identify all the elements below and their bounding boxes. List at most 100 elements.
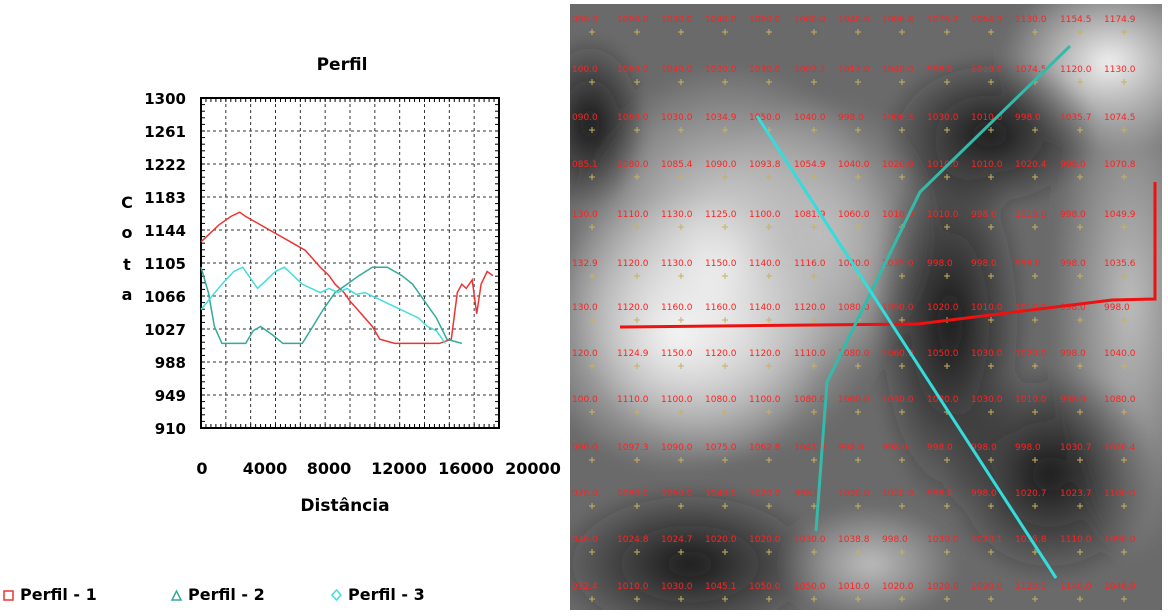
elevation-value: 998.0 — [838, 443, 864, 453]
elevation-value: 1130.0 — [1015, 15, 1047, 25]
grid-cross — [811, 174, 817, 180]
grid-cross — [1032, 127, 1038, 133]
elevation-value: 1090.0 — [705, 160, 737, 170]
grid-cross — [678, 409, 684, 415]
elevation-value: 1130.0 — [661, 210, 693, 220]
grid-cross — [678, 596, 684, 602]
elevation-value: 1090.0 — [971, 582, 1003, 592]
grid-cross — [855, 79, 861, 85]
grid-cross — [1077, 317, 1083, 323]
grid-cross — [1077, 79, 1083, 85]
elevation-value: 090.0 — [572, 443, 598, 453]
x-tick-label: 12000 — [371, 459, 427, 478]
grid-cross — [589, 596, 595, 602]
grid-cross — [634, 174, 640, 180]
grid-cross — [899, 317, 905, 323]
grid-cross — [634, 409, 640, 415]
elevation-value: 998.0 — [1060, 259, 1086, 269]
grid-cross — [1032, 596, 1038, 602]
grid-cross — [944, 596, 950, 602]
x-tick-label: 0 — [196, 459, 207, 478]
grid-cross — [1121, 503, 1127, 509]
elevation-value: 1020.0 — [927, 303, 959, 313]
grid-cross — [589, 549, 595, 555]
grid-cross — [722, 174, 728, 180]
elevation-value: 1017.0 — [838, 65, 870, 75]
elevation-value: 1064.3 — [971, 15, 1003, 25]
elevation-value: 1041.0 — [794, 443, 826, 453]
elevation-value: 1130.0 — [661, 259, 693, 269]
grid-cross — [1032, 29, 1038, 35]
elevation-value: 1020.0 — [882, 160, 914, 170]
grid-cross — [634, 127, 640, 133]
grid-cross — [766, 29, 772, 35]
elevation-value: 1020.0 — [705, 535, 737, 545]
elevation-value: 1010.0 — [927, 160, 959, 170]
elevation-value: 1020.0 — [749, 535, 781, 545]
elevation-value: 1030.0 — [927, 535, 959, 545]
elevation-value: 100.0 — [572, 65, 598, 75]
elevation-value: 1046.0 — [1104, 582, 1136, 592]
elevation-value: 1030.0 — [661, 15, 693, 25]
elevation-value: 998.0 — [1015, 443, 1041, 453]
grid-cross — [1032, 224, 1038, 230]
elevation-value: 1050.0 — [794, 582, 826, 592]
grid-cross — [766, 273, 772, 279]
elevation-value: 1125.0 — [705, 210, 737, 220]
grid-cross — [766, 174, 772, 180]
grid-cross — [899, 363, 905, 369]
grid-cross — [1032, 174, 1038, 180]
grid-cross — [722, 273, 728, 279]
grid-cross — [722, 317, 728, 323]
grid-cross — [855, 363, 861, 369]
y-tick-label: 1300 — [144, 90, 186, 108]
grid-cross — [589, 127, 595, 133]
elevation-value: 1040.0 — [794, 113, 826, 123]
elevation-value: 1080.0 — [838, 303, 870, 313]
elevation-value: 1076.4 — [1104, 443, 1136, 453]
axis-ticks — [200, 97, 500, 429]
grid-cross — [811, 79, 817, 85]
y-tick-label: 1066 — [144, 288, 186, 306]
elevation-value: 1060.0 — [617, 113, 649, 123]
elevation-value: 1010.0 — [927, 210, 959, 220]
grid-cross — [988, 457, 994, 463]
grid-cross — [589, 29, 595, 35]
grid-cross — [944, 549, 950, 555]
legend-marker-triangle — [170, 589, 183, 601]
elevation-value: 1040.0 — [1104, 349, 1136, 359]
elevation-value: 998.0 — [882, 443, 908, 453]
elevation-value: 1060.0 — [661, 489, 693, 499]
grid-cross — [899, 29, 905, 35]
x-tick-label: 20000 — [505, 459, 561, 478]
grid-cross — [811, 29, 817, 35]
grid-cross — [1121, 79, 1127, 85]
elevation-value: 1060.0 — [838, 395, 870, 405]
elevation-value: 1110.0 — [617, 395, 649, 405]
grid-cross — [899, 457, 905, 463]
y-label-letter: t — [123, 255, 131, 274]
grid-cross — [1032, 457, 1038, 463]
grid-cross — [589, 409, 595, 415]
x-tick-label: 8000 — [307, 459, 352, 478]
grid-cross — [678, 174, 684, 180]
grid-cross — [766, 224, 772, 230]
grid-cross — [855, 457, 861, 463]
grid-cross — [634, 457, 640, 463]
elevation-value: 1050.0 — [882, 303, 914, 313]
grid-cross — [855, 503, 861, 509]
elevation-value: 1040.0 — [661, 65, 693, 75]
elevation-value: 1060.9 — [882, 349, 914, 359]
elevation-value: 1100.0 — [749, 210, 781, 220]
grid-cross — [634, 596, 640, 602]
elevation-value: 1020.0 — [1015, 349, 1047, 359]
grid-cross — [678, 127, 684, 133]
grid-cross — [1121, 127, 1127, 133]
grid-cross — [811, 503, 817, 509]
elevation-value: 1060.0 — [794, 15, 826, 25]
grid-cross — [1077, 273, 1083, 279]
elevation-value: 998.0 — [1015, 259, 1041, 269]
elevation-value: 1030.0 — [838, 489, 870, 499]
elevation-value: 1110.0 — [617, 210, 649, 220]
elevation-value: 1034.9 — [705, 113, 737, 123]
